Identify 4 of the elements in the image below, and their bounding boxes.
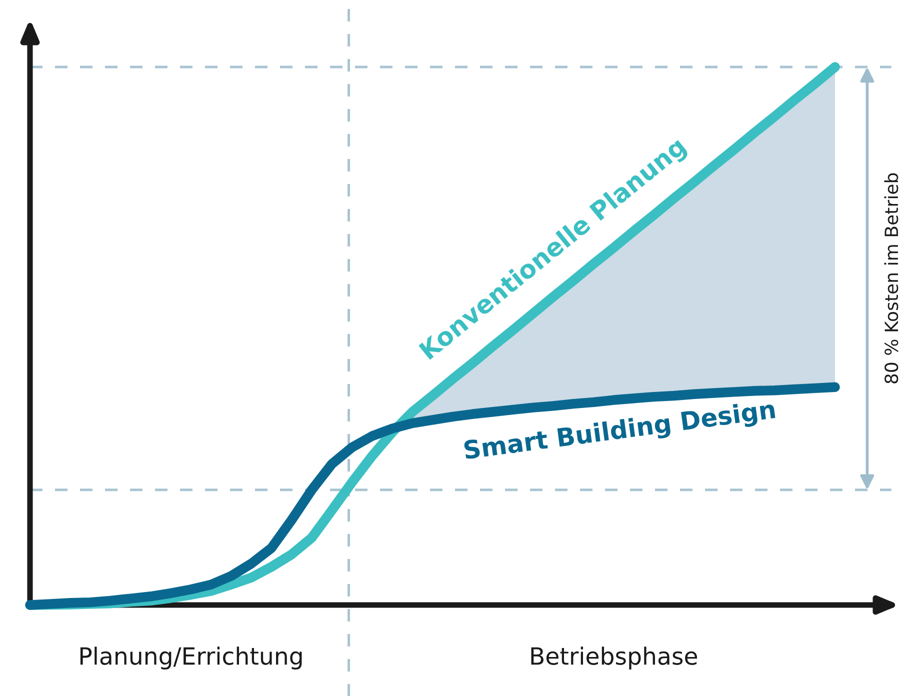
text: 80 % Kosten im Betrieb (884, 173, 898, 384)
x-tick-label: Betriebsphase (531, 646, 698, 670)
x-tick-label: Planung/Errichtung (80, 646, 302, 670)
text: Smart Building Design (464, 399, 776, 464)
